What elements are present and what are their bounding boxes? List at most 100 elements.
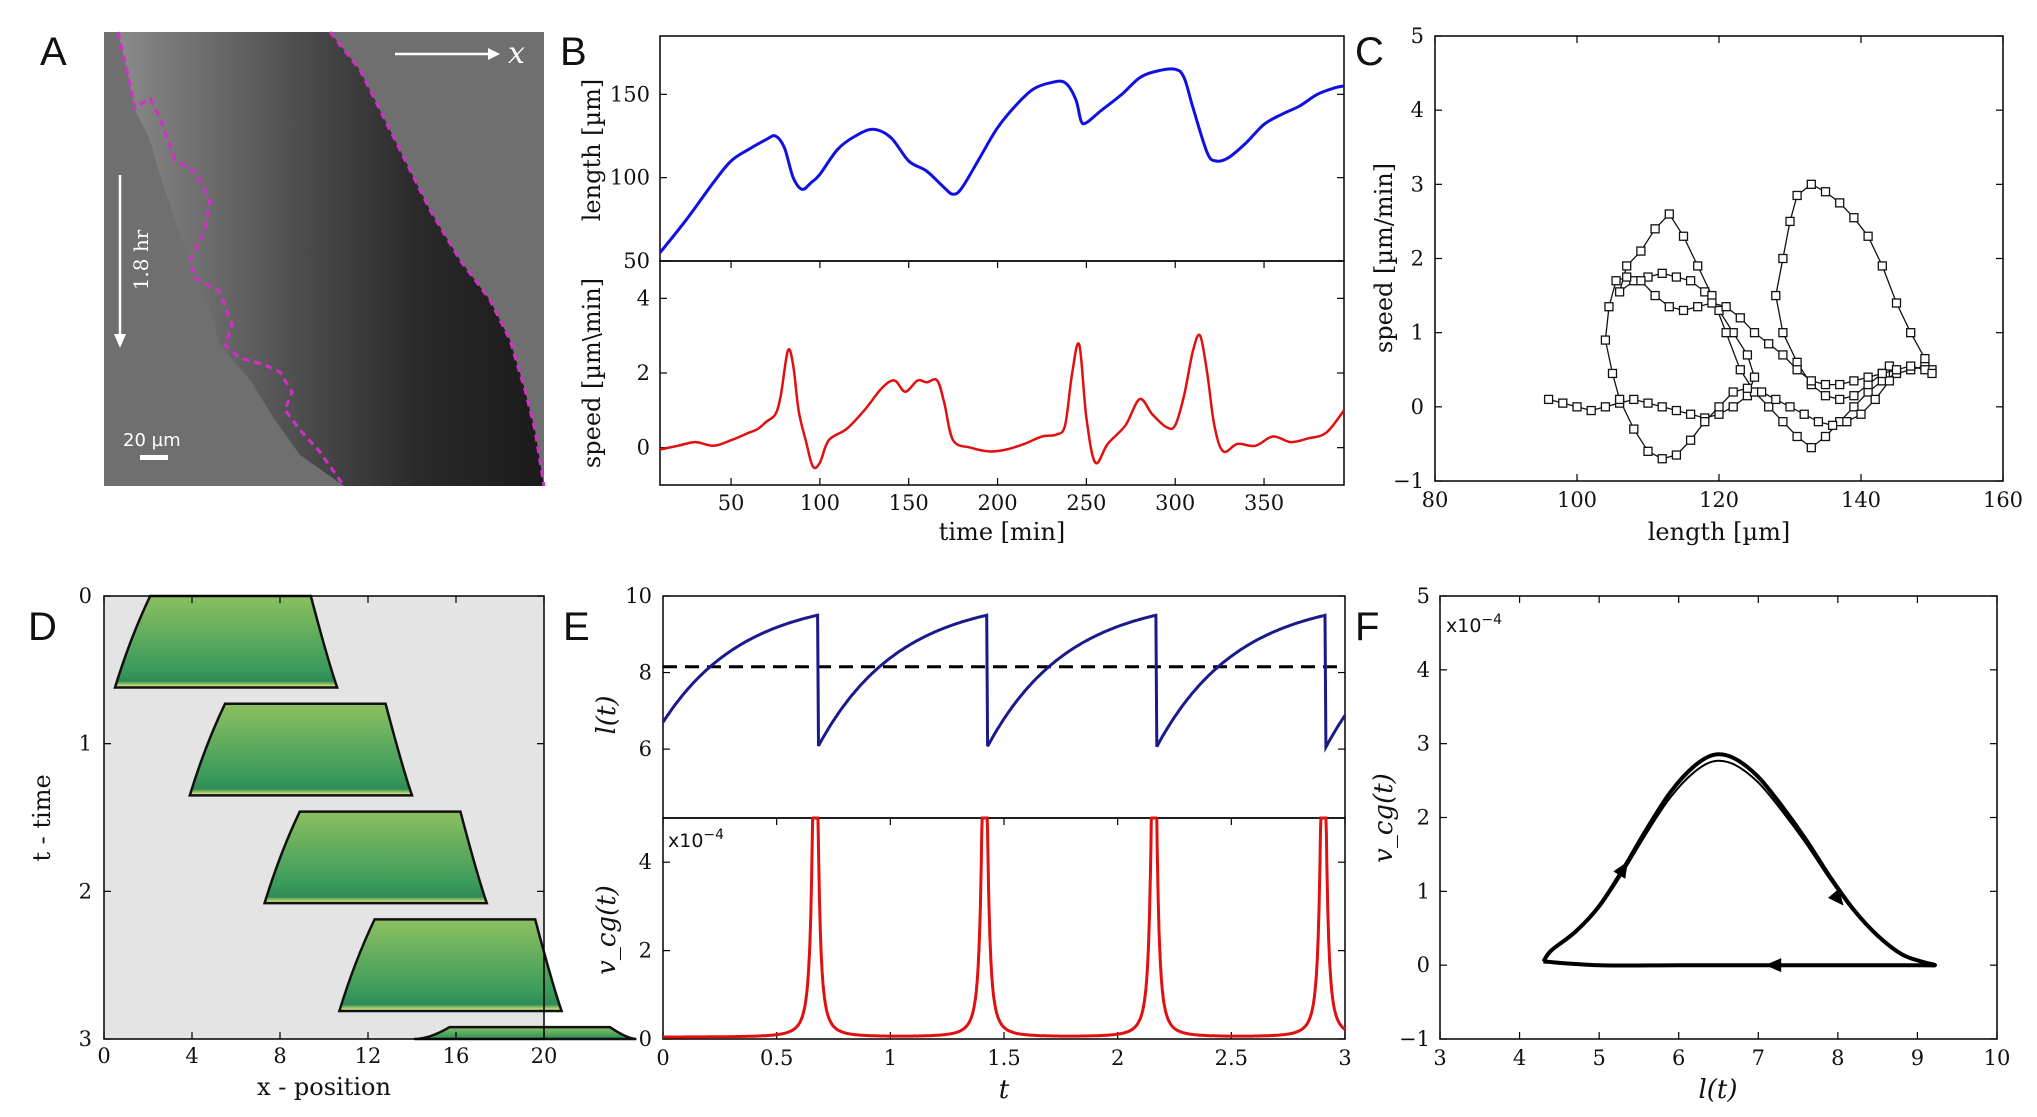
speed-length-marker	[1877, 368, 1887, 379]
speed-length-markers	[1543, 179, 1937, 464]
speed-length-marker	[1657, 402, 1667, 412]
speed-length-marker	[1693, 302, 1703, 312]
speed-length-marker	[1622, 261, 1632, 271]
speed-length-marker	[1820, 391, 1831, 401]
speed-length-trajectory	[1548, 183, 1934, 460]
speed-length-marker	[1756, 387, 1767, 397]
speed-length-marker	[1600, 335, 1611, 345]
speed-length-marker	[1614, 394, 1625, 405]
speed-length-marker	[1771, 290, 1781, 301]
b-bottom-xtick-label: 250	[1066, 491, 1106, 515]
speed-length-marker	[1600, 402, 1611, 412]
direction-arrow	[1765, 958, 1782, 973]
f-ylabel: v_cg(t)	[1369, 773, 1399, 863]
f-xtick-label: 7	[1752, 1046, 1765, 1070]
speed-length-marker	[1827, 420, 1838, 431]
f-ticks: −1 0 1 2 3 4 5 3 4 5 6 7 8 9 10	[1399, 584, 2010, 1070]
c-ytick-label: 0	[1411, 395, 1424, 419]
speed-length-marker	[1678, 231, 1689, 241]
speed-length-marker	[1884, 376, 1895, 386]
d-ytick-label: 1	[79, 732, 92, 756]
panel-label-e: E	[563, 605, 590, 649]
speed-length-marker	[1742, 383, 1753, 393]
b-bottom-ylabel: speed [µm\min]	[578, 278, 606, 468]
speed-length-marker	[1906, 361, 1916, 371]
b-xlabel: time [min]	[939, 518, 1066, 546]
b-bottom-xtick-label: 100	[800, 491, 840, 515]
b-bottom-xtick-label: 150	[889, 491, 929, 515]
f-ytick-label: 4	[1417, 658, 1430, 682]
vcg-series-line	[663, 816, 1346, 1039]
e-multiplier-exp: −4	[703, 827, 724, 843]
d-ylabel: t - time	[28, 774, 56, 861]
speed-length-marker	[1849, 402, 1859, 412]
e-bottom-xtick-label: 0	[656, 1046, 669, 1070]
speed-length-marker	[1870, 394, 1880, 405]
cell-region	[262, 810, 489, 905]
b-top-ytick-label: 100	[610, 166, 650, 190]
speed-series-line	[659, 333, 1345, 470]
speed-length-marker	[1820, 431, 1831, 442]
e-top-ytick-label: 8	[639, 661, 652, 685]
speed-length-marker	[1778, 253, 1788, 264]
limit-cycle-line-inner	[1542, 759, 1936, 967]
f-multiplier: x10−4	[1446, 612, 1502, 637]
speed-length-marker	[1764, 339, 1774, 349]
b-bottom-xtick-label: 200	[978, 491, 1018, 515]
direction-arrow	[1827, 888, 1844, 906]
f-ytick-label: −1	[1399, 1027, 1430, 1051]
speed-length-marker	[1806, 376, 1816, 386]
c-ytick-label: 5	[1411, 24, 1424, 48]
e-bottom-ylabel: v_cg(t)	[592, 885, 622, 975]
speed-length-marker	[1856, 409, 1866, 419]
speed-length-marker	[1778, 417, 1788, 427]
kymograph-right-edge	[328, 31, 546, 487]
speed-length-marker	[1799, 409, 1809, 419]
c-ytick-label: 4	[1411, 98, 1424, 122]
limit-cycle-arrows	[1613, 861, 1844, 973]
f-xtick-label: 6	[1672, 1046, 1685, 1070]
d-xtick-label: 8	[273, 1044, 286, 1068]
speed-length-marker	[1742, 350, 1753, 360]
c-ytick-label: 2	[1411, 247, 1424, 271]
d-xlabel: x - position	[257, 1073, 391, 1101]
speed-length-marker	[1629, 394, 1639, 405]
c-xlabel: length [µm]	[1648, 518, 1791, 546]
x-arrow-label: x	[508, 36, 525, 71]
panel-b: 50 100 150 0 2 4 50 100 150 200 250 300 350 length …	[578, 35, 1345, 546]
direction-arrow	[1613, 861, 1628, 879]
speed-length-marker	[1806, 442, 1816, 453]
speed-length-marker	[1764, 402, 1774, 412]
f-xlabel: l(t)	[1698, 1075, 1737, 1105]
speed-length-marker	[1707, 298, 1717, 308]
e-ticks: 6 8 10 0 2 4 0 0.5 1 1.5 2 2.5 3	[625, 584, 1351, 1070]
e-top-ytick-label: 6	[639, 737, 652, 761]
time-arrow-label: 1.8 hr	[129, 229, 153, 290]
f-ytick-label: 5	[1417, 584, 1430, 608]
speed-length-marker	[1643, 446, 1653, 456]
d-xtick-label: 12	[355, 1044, 382, 1068]
cell-region	[113, 594, 339, 689]
d-xtick-label: 20	[531, 1044, 558, 1068]
c-ytick-label: 1	[1411, 321, 1424, 345]
cell-region	[188, 702, 414, 797]
f-xtick-label: 3	[1433, 1046, 1446, 1070]
kymograph-left-edge	[116, 31, 346, 487]
e-bottom-xtick-label: 1	[884, 1046, 897, 1070]
speed-length-marker	[1650, 224, 1660, 234]
speed-length-marker	[1643, 398, 1653, 408]
c-ticks: −1 0 1 2 3 4 5 80 100 120 140 160	[1393, 24, 2023, 512]
speed-length-marker	[1664, 302, 1674, 312]
b-top-ylabel: length [µm]	[578, 79, 606, 222]
speed-length-marker	[1636, 276, 1646, 286]
speed-length-marker	[1891, 298, 1902, 308]
speed-length-marker	[1558, 398, 1568, 408]
c-ytick-label: 3	[1411, 172, 1424, 196]
d-frame	[103, 595, 545, 1040]
speed-length-marker	[1622, 272, 1632, 282]
speed-length-marker	[1685, 409, 1696, 419]
d-ytick-label: 3	[79, 1027, 92, 1051]
e-bottom-xtick-label: 0.5	[760, 1046, 793, 1070]
speed-length-marker	[1785, 216, 1795, 227]
